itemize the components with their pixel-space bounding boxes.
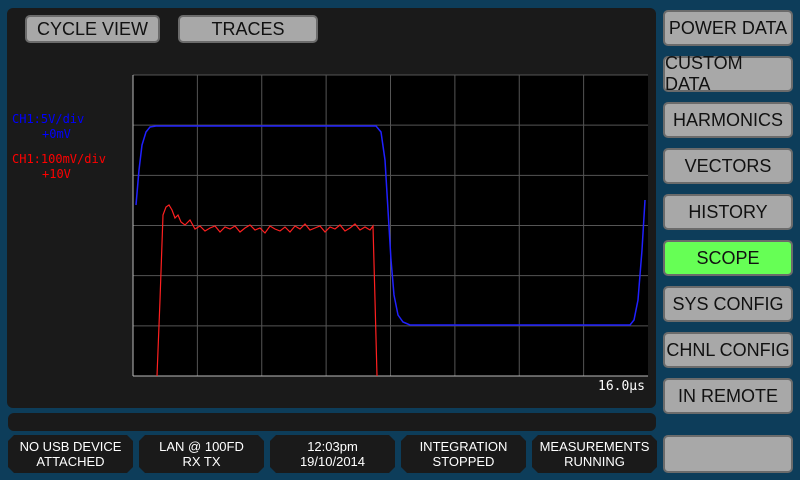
menu-in-remote-button[interactable]: IN REMOTE [663, 378, 793, 414]
menu-scope-button[interactable]: SCOPE [663, 240, 793, 276]
blue-trace [135, 125, 646, 326]
red-channel-offset: +10V [42, 167, 71, 181]
status-box: INTEGRATION STOPPED [401, 435, 526, 473]
status-text: 12:03pm [307, 439, 358, 454]
timebase-label: 16.0µs [598, 379, 645, 394]
status-box: LAN @ 100FD RX TX [139, 435, 264, 473]
status-text: LAN @ 100FD [159, 439, 244, 454]
status-text: RX TX [182, 454, 221, 469]
menu-custom-data-button[interactable]: CUSTOM DATA [663, 53, 793, 94]
status-box: MEASUREMENTS RUNNING [532, 435, 657, 473]
blank-button[interactable] [663, 435, 793, 473]
status-box: 12:03pm 19/10/2014 [270, 435, 395, 473]
red-channel-scale: CH1:100mV/div [12, 152, 106, 166]
menu-history-button[interactable]: HISTORY [663, 194, 793, 230]
message-bar [8, 413, 656, 431]
status-text: RUNNING [564, 454, 625, 469]
red-trace [156, 204, 378, 377]
menu-sys-config-button[interactable]: SYS CONFIG [663, 286, 793, 322]
menu-chnl-config-button[interactable]: CHNL CONFIG [663, 332, 793, 368]
blue-channel-scale: CH1:5V/div [12, 112, 85, 126]
tab-cycle-view[interactable]: CYCLE VIEW [25, 15, 160, 43]
status-text: NO USB DEVICE [19, 439, 122, 454]
status-text: STOPPED [432, 454, 495, 469]
grid [133, 74, 648, 376]
status-text: MEASUREMENTS [539, 439, 650, 454]
blue-channel-offset: +0mV [42, 127, 71, 141]
status-text: INTEGRATION [419, 439, 508, 454]
menu-vectors-button[interactable]: VECTORS [663, 148, 793, 184]
status-text: ATTACHED [36, 454, 105, 469]
menu-harmonics-button[interactable]: HARMONICS [663, 102, 793, 138]
status-box: NO USB DEVICE ATTACHED [8, 435, 133, 473]
menu-power-data-button[interactable]: POWER DATA [663, 10, 793, 46]
status-text: 19/10/2014 [299, 454, 366, 469]
tab-traces[interactable]: TRACES [178, 15, 318, 43]
